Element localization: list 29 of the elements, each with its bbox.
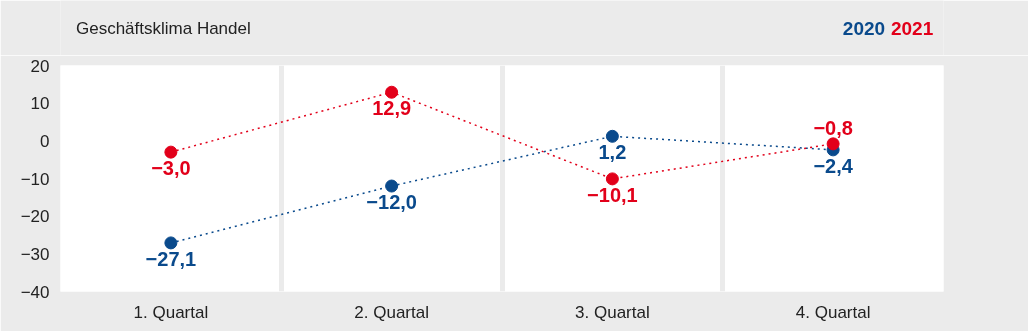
point xyxy=(385,85,399,99)
data-label: −2,4 xyxy=(813,154,854,177)
point xyxy=(385,179,399,193)
data-label: −10,1 xyxy=(587,183,638,206)
y-tick-label: −10 xyxy=(20,169,50,189)
data-label: −0,8 xyxy=(813,116,853,139)
y-tick-label: −20 xyxy=(20,207,50,227)
point xyxy=(605,129,619,143)
point xyxy=(605,172,619,186)
data-label: −12,0 xyxy=(366,191,417,214)
point xyxy=(164,145,178,159)
x-tick-label: 1. Quartal xyxy=(133,302,209,322)
y-tick-label: −40 xyxy=(20,282,50,302)
y-tick-label: 20 xyxy=(30,56,50,76)
text: 2020 xyxy=(842,18,886,39)
y-tick-label: 0 xyxy=(40,131,50,151)
data-label: −27,1 xyxy=(145,247,197,270)
chart-title: Geschäftsklima Handel xyxy=(75,19,251,38)
data-label: 1,2 xyxy=(598,141,627,164)
x-tick-label: 4. Quartal xyxy=(795,302,871,322)
y-tick-label: −30 xyxy=(20,244,50,264)
data-label: −3,0 xyxy=(151,157,191,180)
data-label: 12,9 xyxy=(372,97,412,120)
y-tick-label: 10 xyxy=(30,94,50,114)
text: 2021 xyxy=(890,18,934,39)
point xyxy=(164,236,178,250)
x-tick-label: 3. Quartal xyxy=(575,302,650,322)
x-tick-label: 2. Quartal xyxy=(354,302,429,322)
point xyxy=(826,137,840,151)
